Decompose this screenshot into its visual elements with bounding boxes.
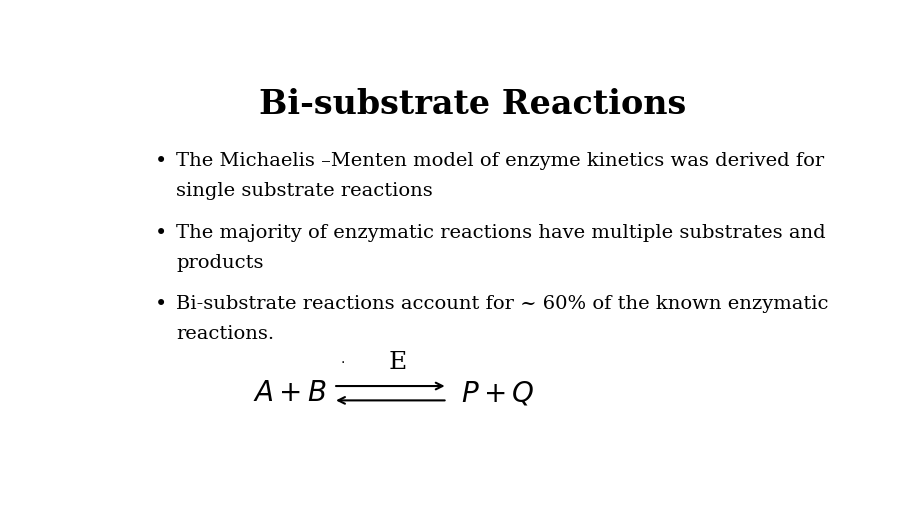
Text: •: • [155, 295, 167, 314]
Text: Bi-substrate reactions account for ~ 60% of the known enzymatic: Bi-substrate reactions account for ~ 60%… [176, 295, 829, 313]
Text: reactions.: reactions. [176, 325, 274, 343]
Text: ·: · [340, 356, 345, 370]
Text: The majority of enzymatic reactions have multiple substrates and: The majority of enzymatic reactions have… [176, 224, 825, 242]
Text: $\mathit{P}+\mathit{Q}$: $\mathit{P}+\mathit{Q}$ [461, 379, 535, 407]
Text: E: E [388, 351, 407, 373]
Text: products: products [176, 254, 264, 271]
Text: •: • [155, 224, 167, 243]
Text: single substrate reactions: single substrate reactions [176, 182, 432, 200]
Text: $\mathit{A}+\mathit{B}$: $\mathit{A}+\mathit{B}$ [254, 380, 327, 407]
Text: Bi-substrate Reactions: Bi-substrate Reactions [259, 88, 686, 121]
Text: •: • [155, 152, 167, 171]
Text: The Michaelis –Menten model of enzyme kinetics was derived for: The Michaelis –Menten model of enzyme ki… [176, 152, 824, 170]
